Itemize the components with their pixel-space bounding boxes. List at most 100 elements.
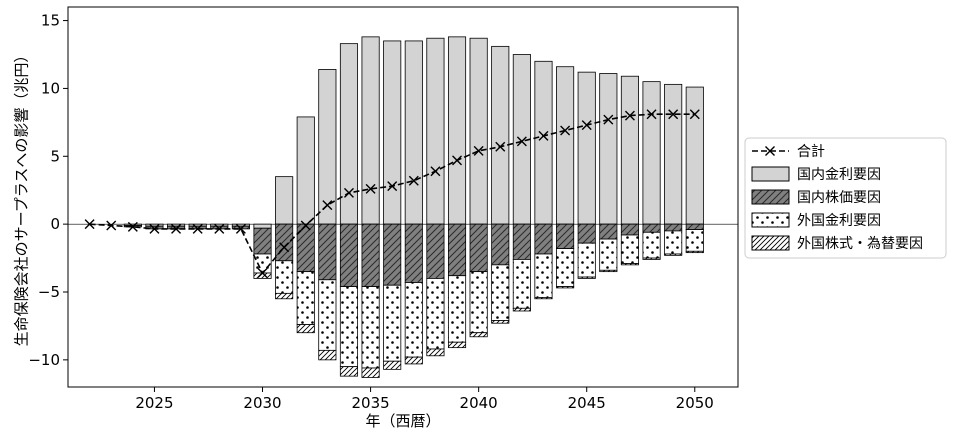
bar-s3-2035 <box>361 367 380 378</box>
bar-s0-2035 <box>361 36 380 225</box>
total-marker-2045 <box>581 120 592 131</box>
total-marker-2041 <box>495 141 506 152</box>
bar-s1-2049 <box>664 223 683 232</box>
bar-s0-2031 <box>275 176 294 225</box>
legend-label: 合計 <box>797 144 825 160</box>
legend-item-0: 合計 <box>752 144 825 160</box>
bar-s3-2036 <box>383 360 402 370</box>
bar-s3-2033 <box>318 349 337 361</box>
total-marker-2025 <box>149 223 160 234</box>
x-tick-label-2050: 2050 <box>676 394 714 412</box>
ticks-layer: 2025 2030 2035 2040 2045 2050 −10 −5 0 5 10 15 <box>28 12 714 412</box>
total-marker-2026 <box>171 223 182 234</box>
legend-box <box>744 137 947 259</box>
bar-s3-2048 <box>642 257 661 260</box>
bar-s2-2033 <box>318 279 337 351</box>
legend-swatch <box>751 235 790 251</box>
bar-s0-2039 <box>447 36 467 225</box>
bar-s3-2038 <box>426 348 445 357</box>
x-tick-label-2035: 2035 <box>351 394 389 412</box>
bar-s1-2043 <box>534 223 553 255</box>
bar-s0-2048 <box>642 81 661 225</box>
legend-label: 外国金利要因 <box>797 213 881 229</box>
legend-swatch <box>751 166 790 182</box>
bar-s3-2032 <box>296 324 315 334</box>
bar-s0-2034 <box>339 43 359 225</box>
y-axis-label: 生命保険会社のサープラスへの影響（兆円） <box>13 48 31 347</box>
x-tick-label-2040: 2040 <box>460 394 498 412</box>
bar-s2-2045 <box>577 242 596 278</box>
bar-s2-2030 <box>253 253 272 274</box>
x-axis-label: 年（西暦） <box>365 412 440 430</box>
total-marker-2049 <box>668 109 679 120</box>
bar-s3-2034 <box>339 366 359 377</box>
bar-s2-2036 <box>383 284 402 362</box>
bar-s1-2050 <box>685 223 704 230</box>
bar-s3-2031 <box>275 292 294 300</box>
legend-item-3: 外国金利要因 <box>751 212 881 229</box>
bar-s3-2045 <box>577 276 596 279</box>
bar-s3-2041 <box>491 320 510 324</box>
bar-s0-2040 <box>469 37 488 225</box>
bar-s0-2046 <box>599 73 618 225</box>
total-marker-2048 <box>646 109 657 120</box>
x-tick-label-2045: 2045 <box>568 394 606 412</box>
legend-swatch <box>751 212 790 228</box>
bar-s1-2030 <box>253 227 272 255</box>
bar-s3-2046 <box>599 269 618 273</box>
bar-s3-2040 <box>469 332 488 338</box>
total-marker-2046 <box>603 114 614 125</box>
bar-s1-2037 <box>404 223 423 283</box>
bar-s1-2035 <box>361 223 380 287</box>
total-marker-2031 <box>279 242 290 253</box>
bar-s3-2043 <box>534 297 553 300</box>
plot-frame <box>67 6 739 388</box>
bar-s2-2038 <box>426 278 445 350</box>
total-marker-2040 <box>473 145 484 156</box>
bar-s2-2046 <box>599 238 618 271</box>
bar-s0-2047 <box>620 75 639 225</box>
bar-s0-2032 <box>296 116 315 225</box>
bar-s2-2032 <box>296 271 315 325</box>
total-marker-2028 <box>214 223 225 234</box>
bar-s0-2041 <box>491 45 510 225</box>
bar-s0-2045 <box>577 71 596 225</box>
bar-s3-2037 <box>404 356 423 365</box>
total-marker-2022 <box>84 219 95 230</box>
bar-s3-2044 <box>556 286 575 289</box>
bar-s0-2050 <box>685 86 704 225</box>
total-marker-2042 <box>516 136 527 147</box>
legend-item-1: 国内金利要因 <box>751 166 881 183</box>
bar-s3-2049 <box>664 253 683 256</box>
legend-label: 国内株価要因 <box>797 190 881 206</box>
x-tick-label-2030: 2030 <box>243 394 281 412</box>
y-tick-label--10: −10 <box>28 351 60 369</box>
total-marker-2033 <box>322 200 333 211</box>
bar-s0-2038 <box>426 37 445 225</box>
bar-s2-2047 <box>620 234 639 264</box>
bar-s2-2043 <box>534 253 553 298</box>
total-marker-2024 <box>127 221 138 232</box>
bar-s3-2047 <box>620 263 639 266</box>
bar-s1-2036 <box>383 223 402 286</box>
total-marker-2034 <box>343 187 354 198</box>
total-marker-2037 <box>408 175 419 186</box>
bar-s0-2030 <box>253 223 272 229</box>
total-marker-2029 <box>235 223 246 234</box>
bar-s0-2036 <box>383 40 402 225</box>
total-marker-2035 <box>365 183 376 194</box>
bar-s1-2048 <box>642 223 661 233</box>
bar-s3-2050 <box>685 250 704 254</box>
bar-s2-2034 <box>339 286 359 368</box>
total-marker-2043 <box>538 130 549 141</box>
bar-s2-2037 <box>404 282 423 358</box>
legend-label: 国内金利要因 <box>797 167 881 183</box>
bar-s2-2044 <box>556 248 575 287</box>
bar-s1-2042 <box>512 223 531 260</box>
bar-s1-2041 <box>491 223 510 266</box>
bar-s1-2045 <box>577 223 596 244</box>
bar-s1-2039 <box>447 223 467 277</box>
bar-s1-2033 <box>318 223 337 281</box>
